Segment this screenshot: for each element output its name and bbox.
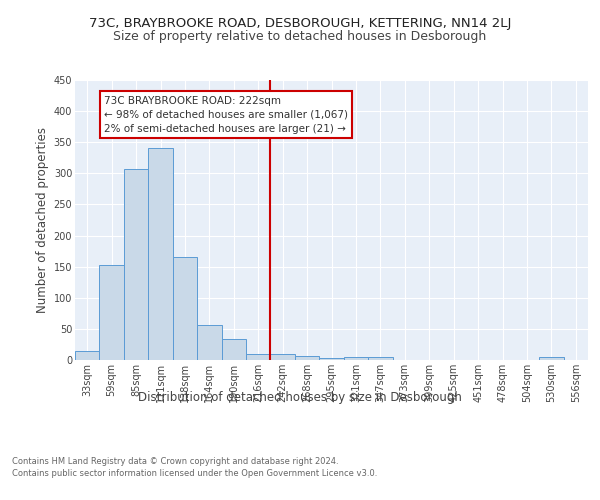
Text: 73C BRAYBROOKE ROAD: 222sqm
← 98% of detached houses are smaller (1,067)
2% of s: 73C BRAYBROOKE ROAD: 222sqm ← 98% of det… [104,96,349,134]
Bar [100,266,124,360]
Bar [124,169,148,360]
Bar [344,357,368,360]
Bar [539,357,563,360]
Bar [295,356,319,360]
Text: Size of property relative to detached houses in Desborough: Size of property relative to detached ho… [113,30,487,43]
Bar [75,350,100,360]
Text: Distribution of detached houses by size in Desborough: Distribution of detached houses by size … [138,391,462,404]
Bar [221,339,246,360]
Bar [368,357,392,360]
Bar [246,354,271,360]
Bar [319,358,344,360]
Bar [271,354,295,360]
Bar [173,258,197,360]
Text: Contains HM Land Registry data © Crown copyright and database right 2024.
Contai: Contains HM Land Registry data © Crown c… [12,458,377,478]
Y-axis label: Number of detached properties: Number of detached properties [37,127,49,313]
Text: 73C, BRAYBROOKE ROAD, DESBOROUGH, KETTERING, NN14 2LJ: 73C, BRAYBROOKE ROAD, DESBOROUGH, KETTER… [89,18,511,30]
Bar [197,324,221,360]
Bar [148,148,173,360]
